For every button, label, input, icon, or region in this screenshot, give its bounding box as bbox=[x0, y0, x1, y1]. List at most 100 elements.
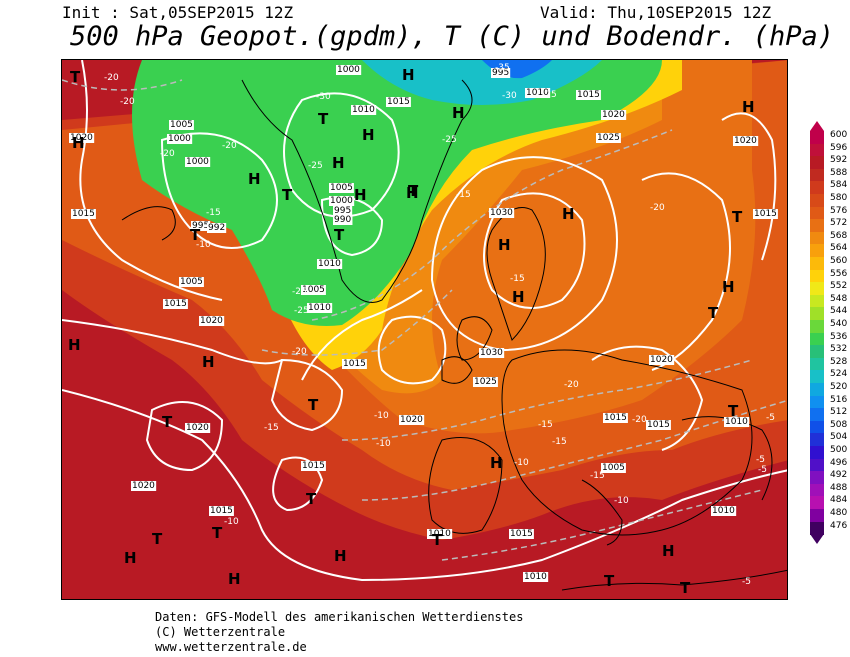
init-time: Init : Sat,05SEP2015 12Z bbox=[62, 3, 294, 22]
pressure-label: 1000 bbox=[186, 157, 209, 167]
low-symbol: T bbox=[334, 226, 345, 244]
colorbar-label: 548 bbox=[830, 293, 848, 304]
colorbar-cell bbox=[810, 420, 824, 434]
pressure-label-bg bbox=[473, 377, 498, 387]
temp-label: -25 bbox=[542, 90, 557, 100]
colorbar-label: 488 bbox=[830, 482, 848, 493]
pressure-label-bg bbox=[491, 68, 511, 78]
high-symbol: H bbox=[722, 278, 735, 296]
temp-label: -25 bbox=[294, 306, 309, 316]
pressure-label-bg bbox=[329, 183, 354, 193]
high-symbol: H bbox=[512, 288, 525, 306]
footer-copyright: (C) Wetterzentrale bbox=[155, 625, 286, 639]
low-symbol: T bbox=[728, 402, 739, 420]
colorbar-bottom-arrow bbox=[810, 534, 824, 545]
pressure-label: 1015 bbox=[164, 299, 187, 309]
pressure-label-bg bbox=[207, 223, 227, 233]
pressure-label: 1015 bbox=[754, 209, 777, 219]
pressure-label-bg bbox=[317, 259, 343, 269]
colorbar-cell bbox=[810, 370, 824, 384]
colorbar-label: 500 bbox=[830, 445, 848, 455]
temp-label: -20 bbox=[292, 347, 307, 357]
high-symbol: H bbox=[354, 186, 367, 204]
pressure-label-bg bbox=[301, 461, 326, 471]
colorbar-label: 492 bbox=[830, 470, 848, 481]
pressure-label-bg bbox=[601, 110, 627, 120]
high-symbol: H bbox=[562, 205, 575, 223]
valid-time: Valid: Thu,10SEP2015 12Z bbox=[540, 3, 772, 22]
pressure-label-bg bbox=[163, 299, 188, 309]
pressure-label: 1015 bbox=[302, 461, 325, 471]
low-symbol: T bbox=[708, 304, 719, 322]
colorbar-cell bbox=[810, 496, 824, 510]
high-symbol: H bbox=[72, 134, 85, 152]
colorbar-label: 584 bbox=[830, 180, 848, 191]
pressure-label: 1010 bbox=[428, 529, 451, 539]
colorbar-label: 552 bbox=[830, 281, 848, 292]
colorbar-label: 516 bbox=[830, 394, 848, 405]
colorbar-cell bbox=[810, 131, 824, 144]
pressure-label: 1015 bbox=[647, 420, 670, 430]
pressure-label-bg bbox=[733, 136, 759, 146]
colorbar-label: 520 bbox=[830, 382, 848, 392]
colorbar-cell bbox=[810, 194, 824, 207]
pressure-label-bg bbox=[724, 417, 750, 427]
pressure-label: 1000 bbox=[337, 65, 360, 75]
colorbar-cell bbox=[810, 244, 824, 258]
colorbar-label: 564 bbox=[830, 243, 848, 254]
pressure-label: 1015 bbox=[577, 90, 600, 100]
pressure-label: 1015 bbox=[387, 97, 410, 107]
colorbar-cell bbox=[810, 219, 824, 233]
map-title: 500 hPa Geopot.(gpdm), T (C) und Bodendr… bbox=[70, 21, 835, 52]
colorbar-cell bbox=[810, 307, 824, 321]
pressure-label: 992 bbox=[208, 223, 225, 233]
high-symbol: H bbox=[124, 549, 137, 567]
high-symbol: H bbox=[742, 98, 755, 116]
colorbar-cell bbox=[810, 181, 824, 195]
pressure-label: 1005 bbox=[170, 120, 193, 130]
pressure-label: 1020 bbox=[186, 423, 209, 433]
temp-label: -10 bbox=[514, 458, 529, 468]
pressure-label: 1005 bbox=[302, 285, 325, 295]
low-symbol: T bbox=[318, 110, 329, 128]
temp-label: -15 bbox=[206, 208, 221, 218]
temp-label: -5 bbox=[756, 455, 765, 465]
pressure-label: 990 bbox=[334, 215, 351, 225]
temp-label: -5 bbox=[758, 465, 767, 475]
pressure-label-bg bbox=[301, 285, 326, 295]
pressure-label: 1020 bbox=[200, 316, 223, 326]
low-symbol: T bbox=[306, 490, 317, 508]
pressure-label-bg bbox=[711, 506, 737, 516]
low-symbol: T bbox=[70, 68, 81, 86]
colorbar-cell bbox=[810, 483, 824, 497]
temp-label: -15 bbox=[510, 274, 525, 284]
colorbar-cell bbox=[810, 168, 824, 182]
pressure-label: 1005 bbox=[180, 277, 203, 287]
pressure-label-bg bbox=[509, 529, 534, 539]
temp-label: -15 bbox=[456, 190, 471, 200]
colorbar-label: 528 bbox=[830, 356, 848, 367]
pressure-label: 1020 bbox=[400, 415, 423, 425]
pressure-label-bg bbox=[649, 355, 675, 365]
pressure-label: 1020 bbox=[132, 481, 155, 491]
colorbar-cell bbox=[810, 282, 824, 296]
pressure-label: 1010 bbox=[308, 303, 331, 313]
pressure-label-bg bbox=[479, 348, 505, 358]
temp-label: -20 bbox=[564, 380, 579, 390]
colorbar-cell bbox=[810, 294, 824, 308]
pressure-label-bg bbox=[69, 133, 95, 143]
footer-credits: Daten: GFS-Modell des amerikanischen Wet… bbox=[155, 610, 523, 655]
temp-label: -20 bbox=[160, 149, 175, 159]
temp-label: -30 bbox=[502, 91, 517, 101]
colorbar-cell bbox=[810, 257, 824, 270]
pressure-label-bg bbox=[329, 196, 355, 206]
low-symbol: T bbox=[212, 524, 223, 542]
pressure-label: 1005 bbox=[602, 463, 625, 473]
pressure-label-bg bbox=[185, 423, 211, 433]
high-symbol: H bbox=[332, 154, 345, 172]
temp-label: -20 bbox=[222, 141, 237, 151]
colorbar-cell bbox=[810, 509, 824, 522]
colorbar-cell bbox=[810, 357, 824, 371]
pressure-label-bg bbox=[336, 65, 362, 75]
pressure-label: 1010 bbox=[725, 417, 748, 427]
